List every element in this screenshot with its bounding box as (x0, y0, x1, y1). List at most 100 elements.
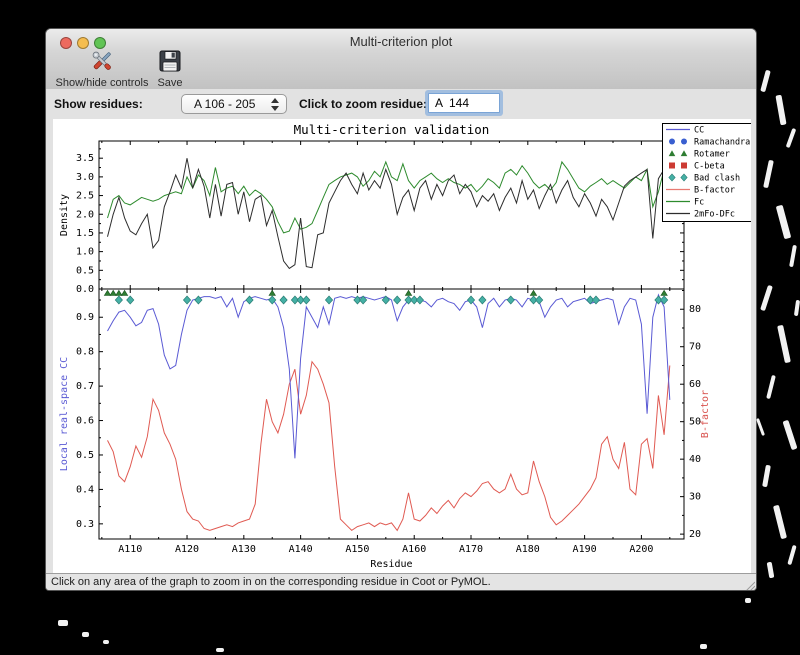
rotamer-outlier-marker[interactable] (109, 289, 117, 296)
bad-clash-marker[interactable] (114, 295, 123, 305)
bfactor-line[interactable] (107, 360, 671, 532)
controls-row: Show residues: A 106 - 205 Click to zoom… (46, 89, 756, 119)
legend-label: CC (694, 126, 704, 136)
cc-tick-label: 0.4 (76, 484, 94, 495)
legend-marker (680, 173, 688, 182)
bad-clash-marker[interactable] (506, 295, 515, 305)
x-tick-label: A120 (175, 544, 199, 555)
legend-marker (669, 162, 675, 169)
title-bar[interactable]: Multi-criterion plot Show/hide controls (46, 29, 756, 90)
bad-clash-marker[interactable] (279, 295, 288, 305)
legend-marker (680, 150, 688, 157)
scratch-artifact (782, 419, 798, 451)
show-hide-controls-label: Show/hide controls (55, 77, 149, 89)
close-button[interactable] (60, 37, 72, 49)
bad-clash-marker[interactable] (466, 295, 476, 305)
bad-clash-marker[interactable] (324, 295, 334, 305)
cc-tick-label: 0.5 (76, 450, 94, 461)
save-icon (150, 49, 190, 76)
dust-artifact (216, 648, 224, 652)
rotamer-outlier-marker[interactable] (103, 289, 112, 296)
legend-label: Rotamer (694, 150, 730, 160)
scratch-artifact (793, 299, 800, 317)
bad-clash-marker[interactable] (194, 295, 203, 305)
stepper-arrows-icon (271, 98, 279, 111)
density-tick-label: 2.0 (76, 209, 94, 220)
bfactor-tick-label: 30 (689, 492, 701, 503)
rotamer-outlier-marker[interactable] (115, 289, 123, 296)
bad-clash-marker[interactable] (126, 295, 135, 305)
bad-clash-marker[interactable] (415, 295, 424, 305)
dust-artifact (58, 620, 68, 626)
bad-clash-marker[interactable] (410, 295, 419, 305)
show-hide-controls-button[interactable]: Show/hide controls (54, 49, 150, 89)
bad-clash-marker[interactable] (353, 295, 362, 305)
status-text: Click on any area of the graph to zoom i… (51, 576, 491, 588)
cc-line[interactable] (107, 293, 671, 459)
rotamer-outlier-marker[interactable] (529, 289, 538, 296)
x-tick-label: A200 (629, 544, 653, 555)
scratch-artifact (775, 204, 792, 240)
rotamer-outlier-marker[interactable] (120, 289, 129, 296)
density-tick-label: 0.5 (76, 265, 94, 276)
legend-label: Fc (694, 198, 704, 208)
rotamer-outlier-marker[interactable] (660, 289, 668, 296)
scratch-artifact (772, 504, 788, 540)
bad-clash-marker[interactable] (245, 295, 254, 305)
cc-bfactor-plot-frame[interactable] (98, 288, 685, 540)
bad-clash-marker[interactable] (654, 295, 663, 305)
bad-clash-marker[interactable] (478, 295, 487, 305)
bfactor-tick-label: 40 (689, 454, 701, 465)
cc-axis-label: Local real-space CC (59, 357, 70, 471)
rotamer-outlier-marker[interactable] (268, 289, 276, 296)
bad-clash-marker[interactable] (535, 295, 544, 305)
bad-clash-marker[interactable] (296, 295, 305, 305)
scratch-artifact (762, 464, 771, 488)
bad-clash-marker[interactable] (591, 295, 601, 305)
bad-clash-marker[interactable] (404, 295, 413, 305)
bad-clash-marker[interactable] (660, 295, 669, 305)
bad-clash-marker[interactable] (586, 295, 595, 305)
fc-line[interactable] (107, 160, 671, 234)
x-tick-label: A170 (459, 544, 483, 555)
window-title: Multi-criterion plot (349, 34, 453, 49)
scratch-artifact (760, 69, 771, 93)
resize-grip[interactable] (742, 579, 756, 590)
two-mfo-dfc-line[interactable] (107, 158, 671, 270)
bad-clash-marker[interactable] (359, 295, 368, 305)
minimize-button[interactable] (77, 37, 89, 49)
density-tick-label: 0.0 (76, 284, 94, 295)
legend-label: B-factor (694, 186, 735, 196)
zoom-button[interactable] (94, 37, 106, 49)
scratch-artifact (777, 324, 791, 364)
tools-icon (54, 49, 150, 76)
zoom-residue-label: Click to zoom residue: (299, 97, 428, 111)
status-bar: Click on any area of the graph to zoom i… (46, 573, 756, 590)
legend-label: Ramachandran (694, 138, 751, 148)
x-tick-label: A150 (345, 544, 369, 555)
bad-clash-marker[interactable] (268, 295, 277, 305)
legend-marker (681, 138, 687, 145)
rotamer-outlier-marker[interactable] (404, 289, 413, 296)
bad-clash-marker[interactable] (290, 295, 300, 305)
bad-clash-marker[interactable] (393, 295, 402, 305)
scratch-artifact (785, 127, 797, 149)
scratch-artifact (760, 284, 773, 312)
save-button[interactable]: Save (150, 49, 190, 89)
x-tick-label: A130 (232, 544, 256, 555)
bad-clash-marker[interactable] (302, 295, 311, 305)
figure-canvas[interactable]: Multi-criterion validation Residue Density… (53, 119, 756, 573)
zoom-residue-input[interactable] (428, 93, 500, 113)
residue-range-dropdown[interactable]: A 106 - 205 (181, 94, 287, 114)
bad-clash-marker[interactable] (182, 295, 192, 305)
show-residues-label: Show residues: (54, 97, 143, 111)
bad-clash-marker[interactable] (381, 295, 390, 305)
scratch-artifact (763, 159, 774, 189)
x-tick-label: A110 (118, 544, 142, 555)
bad-clash-marker[interactable] (529, 295, 538, 305)
chart-title: Multi-criterion validation (294, 122, 490, 137)
multi-criterion-plot[interactable]: Multi-criterion validation Residue Density… (53, 119, 756, 573)
bfactor-tick-label: 50 (689, 417, 701, 428)
cc-tick-label: 0.7 (76, 381, 94, 392)
cc-tick-label: 0.6 (76, 416, 94, 427)
